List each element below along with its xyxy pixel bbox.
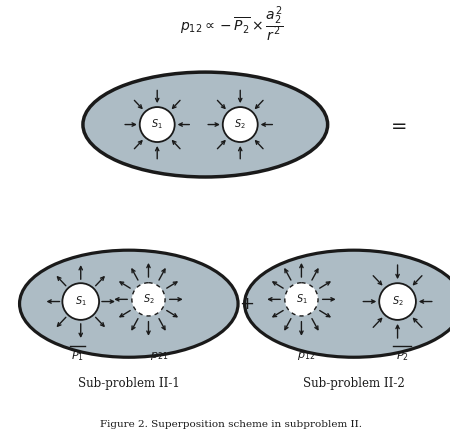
Text: Sub-problem II-1: Sub-problem II-1 [78,377,180,390]
Text: $S_1$: $S_1$ [151,118,163,132]
Text: $p_{12} \propto -\overline{P_2} \times \dfrac{a_2^2}{r^2}$: $p_{12} \propto -\overline{P_2} \times \… [180,4,283,44]
Text: Figure 2. Superposition scheme in subproblem II.: Figure 2. Superposition scheme in subpro… [100,420,363,429]
Text: $S_1$: $S_1$ [295,292,307,306]
Circle shape [223,107,258,142]
Ellipse shape [83,72,328,177]
Circle shape [285,283,318,316]
Text: $+$: $+$ [239,295,254,313]
Text: $S_2$: $S_2$ [234,118,246,132]
Ellipse shape [244,250,463,357]
Text: $p_{12}$: $p_{12}$ [297,350,315,361]
Text: $p_{21}$: $p_{21}$ [150,350,169,361]
Circle shape [379,283,416,320]
Text: $P_1$: $P_1$ [71,350,84,364]
Text: $=$: $=$ [388,115,407,134]
Text: $P_2$: $P_2$ [395,350,408,364]
Ellipse shape [19,250,238,357]
Circle shape [63,283,99,320]
Circle shape [132,283,165,316]
Circle shape [140,107,175,142]
Text: Sub-problem II-2: Sub-problem II-2 [303,377,405,390]
Text: $S_2$: $S_2$ [392,295,403,309]
Text: $S_2$: $S_2$ [143,292,154,306]
Text: $S_1$: $S_1$ [75,295,87,309]
